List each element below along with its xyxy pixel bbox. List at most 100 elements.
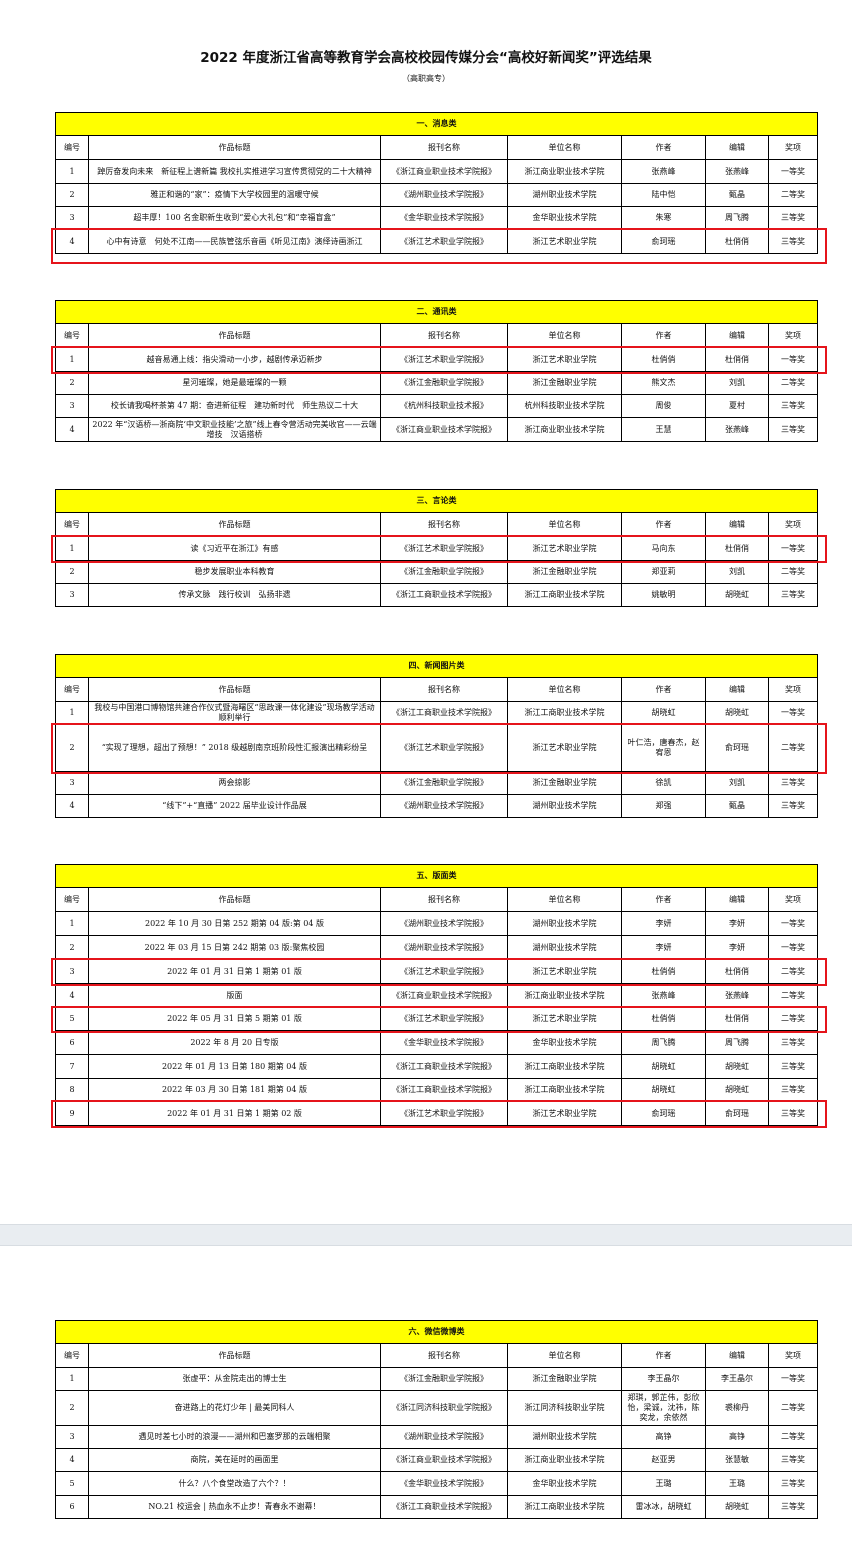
table-row: 4 商院，美在延时的画面里 《浙江商业职业技术学院报》 浙江商业职业技术学院 赵亚男 张慧… — [55, 1448, 819, 1472]
cell-editor: 李王晶尔 — [705, 1367, 769, 1391]
cell-author: 俞珂瑶 — [621, 229, 706, 254]
cell-no: 2 — [55, 724, 89, 772]
cell-no: 1 — [55, 911, 89, 936]
column-header: 编号 — [55, 887, 89, 912]
column-header: 奖项 — [767, 323, 819, 348]
cell-title: 商院，美在延时的画面里 — [88, 1448, 381, 1472]
cell-author: 张燕峰 — [621, 159, 706, 184]
cell-editor: 王璐 — [705, 1471, 769, 1496]
cell-paper: 《金华职业技术学院报》 — [380, 1471, 508, 1496]
column-header: 报刊名称 — [380, 677, 508, 702]
table-row: 1 我校与中国港口博物馆共建合作仪式暨海曙区“思政课一体化建设”现场教学活动顺利举… — [55, 701, 819, 725]
cell-editor: 胡晓虹 — [705, 701, 769, 725]
award-table: 五、版面类 编号 作品标题 报刊名称 单位名称 作者 编辑 奖项 1 2022 年 10 月 30… — [54, 864, 819, 1126]
column-header: 单位名称 — [507, 323, 622, 348]
cell-paper: 《浙江商业职业技术学院报》 — [380, 159, 508, 184]
section-title: 三、言论类 — [54, 489, 819, 513]
column-header: 编号 — [55, 1343, 89, 1368]
cell-author: 李妍 — [621, 911, 706, 936]
cell-award: 一等奖 — [767, 159, 819, 184]
cell-paper: 《浙江艺术职业学院报》 — [380, 1007, 508, 1031]
cell-no: 3 — [55, 959, 89, 984]
cell-editor: 张燕峰 — [705, 983, 769, 1008]
cell-paper: 《浙江艺术职业学院报》 — [380, 724, 508, 772]
cell-unit: 浙江工商职业技术学院 — [507, 1078, 622, 1102]
cell-unit: 金华职业技术学院 — [507, 1030, 622, 1055]
table-row: 2 “实现了理想，超出了预想！” 2018 级越剧南京班阶段性汇报演出精彩纷呈 《浙… — [55, 724, 819, 772]
cell-editor: 张燕峰 — [705, 417, 769, 442]
cell-award: 三等奖 — [767, 771, 819, 795]
cell-editor: 杜俏俏 — [705, 536, 769, 561]
cell-paper: 《浙江金融职业学院报》 — [380, 1367, 508, 1391]
table-row: 2 雅正和谐的“家”：疫情下大学校园里的温暖守候 《湖州职业技术学院报》 湖州职业技术… — [55, 183, 819, 207]
column-header: 编辑 — [705, 1343, 769, 1368]
cell-author: 姚敏明 — [621, 583, 706, 607]
cell-award: 一等奖 — [767, 536, 819, 561]
cell-award: 三等奖 — [767, 1030, 819, 1055]
cell-unit: 浙江金融职业学院 — [507, 1367, 622, 1391]
cell-editor: 周飞腾 — [705, 206, 769, 230]
cell-no: 1 — [55, 536, 89, 561]
column-header: 编号 — [55, 323, 89, 348]
cell-unit: 浙江金融职业学院 — [507, 371, 622, 395]
cell-editor: 李妍 — [705, 935, 769, 960]
cell-award: 一等奖 — [767, 701, 819, 725]
cell-unit: 浙江商业职业技术学院 — [507, 159, 622, 184]
cell-title: 2022 年“汉语桥—浙商院‘中文职业技能’之旅”线上春令营活动完美收官——云端… — [88, 417, 381, 442]
cell-title: 读《习近平在浙江》有感 — [88, 536, 381, 561]
cell-author: 熊文杰 — [621, 371, 706, 395]
column-header: 作者 — [621, 1343, 706, 1368]
cell-title: 2022 年 03 月 30 日第 181 期第 04 版 — [88, 1078, 381, 1102]
cell-no: 8 — [55, 1078, 89, 1102]
cell-editor: 俞珂瑶 — [705, 1101, 769, 1126]
cell-unit: 浙江艺术职业学院 — [507, 724, 622, 772]
column-header: 作品标题 — [88, 512, 381, 537]
table-row: 4 “线下”+“直播” 2022 届毕业设计作品展 《湖州职业技术学院报》 湖州职业技… — [55, 794, 819, 818]
cell-unit: 湖州职业技术学院 — [507, 1425, 622, 1449]
page-break — [0, 1224, 852, 1246]
cell-no: 4 — [55, 229, 89, 254]
column-header-row: 编号 作品标题 报刊名称 单位名称 作者 编辑 奖项 — [55, 887, 819, 912]
cell-award: 二等奖 — [767, 983, 819, 1008]
table-row: 4 版面 《浙江商业职业技术学院报》 浙江商业职业技术学院 张燕峰 张燕峰 二等奖 — [55, 983, 819, 1008]
table-row: 6 2022 年 8 月 20 日专版 《金华职业技术学院报》 金华职业技术学院 周飞腾… — [55, 1030, 819, 1055]
cell-paper: 《湖州职业技术学院报》 — [380, 935, 508, 960]
table-row: 4 心中有诗意 何处不江南——民族管弦乐音画《听见江南》演绎诗画浙江 《浙江艺术职业… — [55, 229, 819, 254]
award-table: 四、新闻图片类 编号 作品标题 报刊名称 单位名称 作者 编辑 奖项 1 我校与中国港口博物馆共建… — [54, 654, 819, 818]
cell-author: 李妍 — [621, 935, 706, 960]
table-row: 5 什么？八个食堂改造了六个？！ 《金华职业技术学院报》 金华职业技术学院 王璐 王璐 三等… — [55, 1471, 819, 1496]
cell-editor: 杜俏俏 — [705, 347, 769, 372]
cell-unit: 湖州职业技术学院 — [507, 935, 622, 960]
cell-no: 2 — [55, 371, 89, 395]
cell-title: 2022 年 03 月 15 日第 242 期第 03 版:聚焦校园 — [88, 935, 381, 960]
cell-unit: 杭州科技职业技术学院 — [507, 394, 622, 418]
cell-no: 6 — [55, 1030, 89, 1055]
cell-award: 三等奖 — [767, 583, 819, 607]
column-header: 单位名称 — [507, 887, 622, 912]
column-header: 作品标题 — [88, 323, 381, 348]
column-header: 奖项 — [767, 512, 819, 537]
cell-title: NO.21 校运会 | 热血永不止步！青春永不谢幕！ — [88, 1495, 381, 1519]
cell-paper: 《浙江金融职业学院报》 — [380, 560, 508, 584]
cell-award: 二等奖 — [767, 560, 819, 584]
section-title: 一、消息类 — [54, 112, 819, 136]
cell-author: 郑强 — [621, 794, 706, 818]
cell-title: 传承文脉 践行校训 弘扬非遗 — [88, 583, 381, 607]
award-table: 六、微信微博类 编号 作品标题 报刊名称 单位名称 作者 编辑 奖项 1 张虚平：从金院走出的博士… — [54, 1320, 819, 1519]
cell-award: 一等奖 — [767, 347, 819, 372]
cell-unit: 浙江艺术职业学院 — [507, 1007, 622, 1031]
column-header: 单位名称 — [507, 1343, 622, 1368]
cell-title: 心中有诗意 何处不江南——民族管弦乐音画《听见江南》演绎诗画浙江 — [88, 229, 381, 254]
column-header: 编号 — [55, 677, 89, 702]
column-header: 奖项 — [767, 887, 819, 912]
column-header: 报刊名称 — [380, 887, 508, 912]
table-row: 6 NO.21 校运会 | 热血永不止步！青春永不谢幕！ 《浙江工商职业技术学院报》… — [55, 1495, 819, 1519]
cell-author: 李王晶尔 — [621, 1367, 706, 1391]
cell-author: 马向东 — [621, 536, 706, 561]
cell-no: 2 — [55, 1390, 89, 1426]
column-header: 奖项 — [767, 677, 819, 702]
cell-no: 1 — [55, 701, 89, 725]
cell-paper: 《湖州职业技术学院报》 — [380, 911, 508, 936]
cell-editor: 胡晓虹 — [705, 1078, 769, 1102]
cell-unit: 浙江工商职业技术学院 — [507, 583, 622, 607]
